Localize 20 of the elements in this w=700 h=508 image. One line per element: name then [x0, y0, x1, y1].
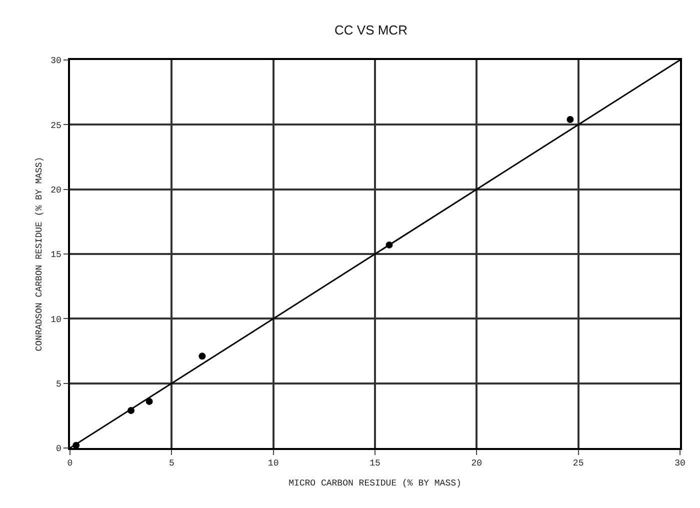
x-tick-label: 0 [67, 458, 73, 469]
x-tick-label: 10 [268, 458, 279, 469]
x-tick-label: 20 [471, 458, 482, 469]
chart-title: CC VS MCR [334, 22, 408, 38]
y-tick-label: 30 [50, 56, 62, 66]
y-tick-label: 5 [56, 379, 62, 390]
x-tick-label: 15 [370, 458, 380, 469]
point [198, 352, 206, 360]
x-tick-label: 25 [572, 458, 584, 469]
y-tick-label: 15 [50, 250, 62, 260]
x-tick-label: 5 [168, 458, 174, 469]
x-axis-title: MICRO CARBON RESIDUE (% BY MASS) [288, 478, 462, 488]
point [146, 398, 153, 405]
y-tick-label: 25 [50, 120, 62, 131]
y-tick-label: 20 [50, 185, 62, 196]
point [566, 116, 574, 123]
y-axis-title: CONRADSON CARBON RESIDUE (% BY MASS) [34, 156, 44, 352]
x-tick-label: 30 [674, 458, 686, 469]
y-tick-label: 10 [50, 314, 62, 325]
y-tick-label: 0 [56, 444, 62, 454]
